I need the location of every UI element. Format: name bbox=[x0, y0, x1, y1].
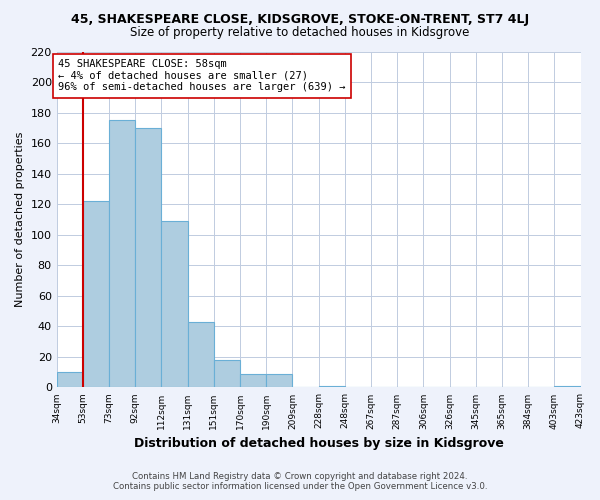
Text: 45, SHAKESPEARE CLOSE, KIDSGROVE, STOKE-ON-TRENT, ST7 4LJ: 45, SHAKESPEARE CLOSE, KIDSGROVE, STOKE-… bbox=[71, 12, 529, 26]
Bar bbox=[56, 372, 83, 388]
Bar bbox=[240, 374, 266, 388]
Text: Contains HM Land Registry data © Crown copyright and database right 2024.
Contai: Contains HM Land Registry data © Crown c… bbox=[113, 472, 487, 491]
Bar bbox=[161, 221, 188, 388]
Bar bbox=[109, 120, 135, 388]
Bar bbox=[266, 374, 292, 388]
Bar bbox=[188, 322, 214, 388]
Y-axis label: Number of detached properties: Number of detached properties bbox=[15, 132, 25, 307]
Bar bbox=[554, 386, 581, 388]
Bar bbox=[214, 360, 240, 388]
Text: 45 SHAKESPEARE CLOSE: 58sqm
← 4% of detached houses are smaller (27)
96% of semi: 45 SHAKESPEARE CLOSE: 58sqm ← 4% of deta… bbox=[58, 59, 346, 92]
Bar bbox=[83, 201, 109, 388]
Bar bbox=[135, 128, 161, 388]
Bar bbox=[319, 386, 345, 388]
X-axis label: Distribution of detached houses by size in Kidsgrove: Distribution of detached houses by size … bbox=[134, 437, 503, 450]
Text: Size of property relative to detached houses in Kidsgrove: Size of property relative to detached ho… bbox=[130, 26, 470, 39]
